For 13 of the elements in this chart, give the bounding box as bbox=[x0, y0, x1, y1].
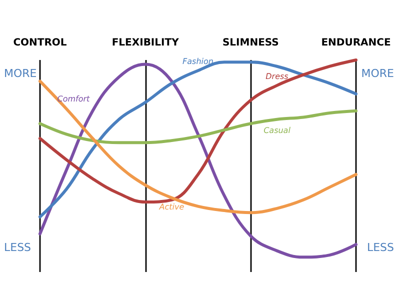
x-tick-label: CONTROL bbox=[13, 38, 68, 48]
series-label: Dress bbox=[266, 72, 288, 81]
x-tick-label: ENDURANCE bbox=[321, 38, 391, 48]
series-label: Comfort bbox=[57, 94, 91, 104]
series-label: Active bbox=[158, 202, 184, 212]
annotation: MORE bbox=[4, 67, 37, 80]
x-tick-label: SLIMNESS bbox=[222, 38, 279, 48]
annotation: LESS bbox=[366, 241, 394, 254]
annotation: LESS bbox=[4, 241, 32, 254]
series-label: Fashion bbox=[182, 57, 214, 66]
x-tick-label: FLEXIBILITY bbox=[112, 38, 180, 48]
series-label: Casual bbox=[264, 126, 292, 135]
annotation: MORE bbox=[361, 67, 394, 80]
